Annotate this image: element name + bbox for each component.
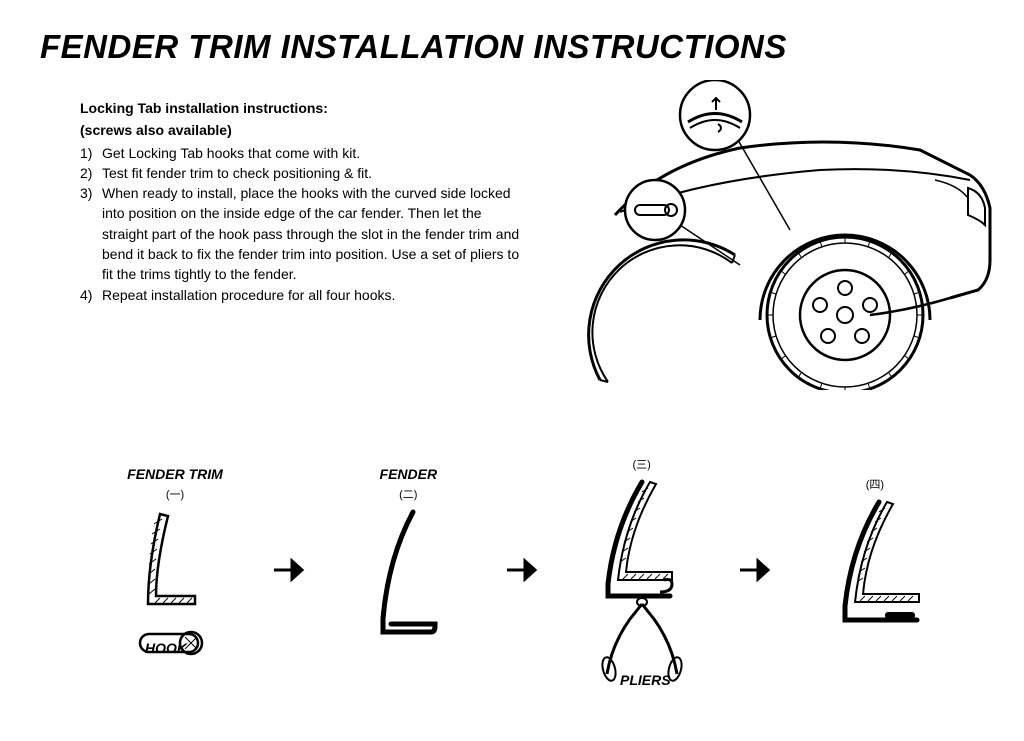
step-text: When ready to install, place the hooks w… <box>102 183 520 284</box>
finished-assembly-icon <box>815 494 935 664</box>
step-3-pliers: (三) <box>567 456 717 684</box>
arrow-icon <box>272 550 312 590</box>
instructions-subheading: (screws also available) <box>80 120 520 140</box>
fender-icon <box>353 504 463 674</box>
step-badge-4: (四) <box>866 476 884 492</box>
hook-label: HOOK <box>145 640 187 656</box>
step-number: 4) <box>80 285 102 305</box>
arrow-icon <box>738 550 778 590</box>
step-badge-3: (三) <box>632 456 650 472</box>
step-2-fender: FENDER (二) <box>333 466 483 674</box>
car-fender-illustration <box>540 80 1000 390</box>
step-4-finished: (四) <box>800 476 950 664</box>
instruction-step-3: 3) When ready to install, place the hook… <box>80 183 520 284</box>
step-number: 2) <box>80 163 102 183</box>
step-text: Test fit fender trim to check positionin… <box>102 163 520 183</box>
installation-steps-row: FENDER TRIM (一) FENDER (二) (三) <box>100 430 950 710</box>
fender-label: FENDER <box>380 466 438 482</box>
instructions-heading: Locking Tab installation instructions: <box>80 98 520 118</box>
instruction-step-2: 2) Test fit fender trim to check positio… <box>80 163 520 183</box>
step-text: Get Locking Tab hooks that come with kit… <box>102 143 520 163</box>
instruction-step-1: 1) Get Locking Tab hooks that come with … <box>80 143 520 163</box>
step-number: 3) <box>80 183 102 284</box>
fender-trim-label: FENDER TRIM <box>127 466 223 482</box>
pliers-assembly-icon <box>572 474 712 684</box>
step-text: Repeat installation procedure for all fo… <box>102 285 520 305</box>
step-badge-1: (一) <box>166 486 184 502</box>
step-badge-2: (二) <box>399 486 417 502</box>
step-number: 1) <box>80 143 102 163</box>
pliers-label: PLIERS <box>620 672 671 688</box>
instruction-step-4: 4) Repeat installation procedure for all… <box>80 285 520 305</box>
page-title: FENDER TRIM INSTALLATION INSTRUCTIONS <box>40 28 787 66</box>
arrow-icon <box>505 550 545 590</box>
instructions-block: Locking Tab installation instructions: (… <box>80 98 520 305</box>
